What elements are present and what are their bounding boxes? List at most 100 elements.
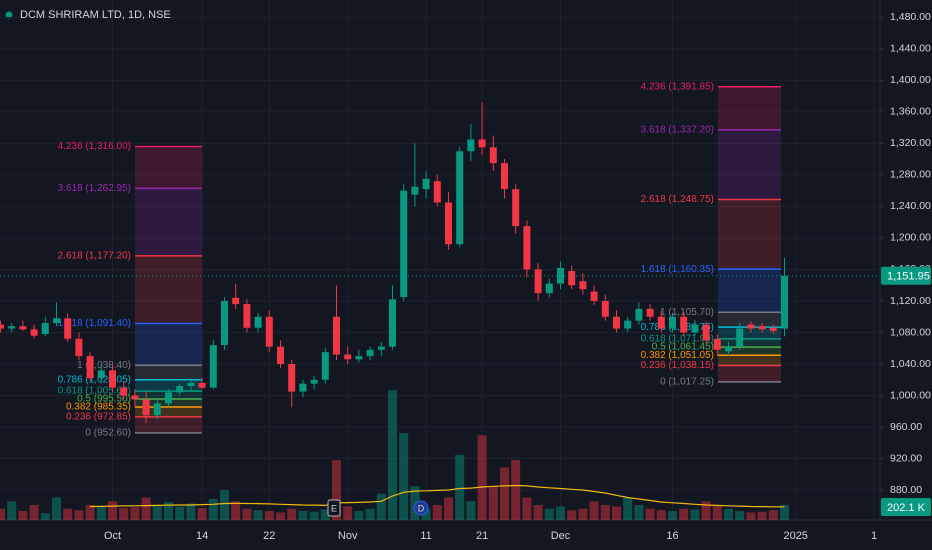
volume-bar (690, 509, 700, 520)
fib-label: 0.382 (1,051.05) (641, 350, 714, 361)
volume-bar (74, 510, 84, 520)
candle-body (624, 320, 632, 329)
candle-body (389, 299, 396, 347)
volume-bar (52, 497, 61, 520)
fib-band (135, 365, 202, 380)
y-tick-label: 960.00 (890, 421, 922, 433)
fib-label: 0.618 (1,071.90) (641, 334, 714, 345)
volume-bar (376, 493, 386, 520)
y-tick-label: 1,200.00 (890, 232, 931, 244)
fib-band (718, 355, 781, 366)
candle-body (590, 291, 598, 301)
fib-label: 0.382 (985.35) (66, 402, 131, 413)
candle-body (30, 329, 38, 336)
y-tick-label: 1,120.00 (890, 295, 931, 307)
volume-bar (242, 508, 252, 520)
y-tick-label: 920.00 (890, 452, 922, 464)
candle-body (153, 403, 161, 416)
volume-bar (432, 505, 442, 520)
candle-body (176, 386, 184, 393)
candle-body (568, 271, 576, 286)
volume-bar (253, 510, 263, 520)
volume-bar (332, 460, 341, 520)
volume-ma-line (90, 484, 785, 508)
volume-bar (533, 505, 543, 520)
candle-body (221, 300, 228, 346)
volume-bar (477, 435, 487, 520)
candle-body (333, 316, 340, 355)
volume-bar (130, 507, 140, 520)
volume-bar (119, 508, 129, 520)
volume-bar (7, 501, 17, 520)
volume-bar (757, 511, 767, 520)
candle-body (8, 326, 16, 329)
fib-band (718, 129, 781, 200)
fib-label: 1.618 (1,160.35) (641, 264, 714, 275)
x-tick-label: 22 (263, 530, 275, 542)
fib-label: 0.5 (1,061.45) (652, 342, 714, 353)
y-tick-label: 1,080.00 (890, 326, 931, 338)
volume-bar (724, 508, 733, 520)
candle-body (478, 139, 486, 148)
volume-bar (96, 506, 106, 520)
volume-bar (444, 497, 453, 520)
earnings-marker (327, 499, 341, 517)
candle-body (467, 139, 475, 152)
fib-band (718, 269, 781, 313)
volume-bar (656, 510, 666, 520)
volume-bar (152, 505, 162, 520)
candle-body (501, 163, 508, 190)
candle-body (344, 354, 352, 360)
fib-label: 0.786 (1,086.75) (641, 322, 714, 333)
volume-bar (511, 460, 521, 520)
candle-body (0, 324, 4, 329)
candle-body (680, 316, 688, 333)
candle-body (53, 318, 60, 324)
candle-body (657, 316, 665, 329)
candle-body (545, 283, 553, 294)
candle-body (64, 318, 72, 339)
candle-body (366, 349, 374, 357)
y-tick-label: 1,320.00 (890, 137, 931, 149)
volume-bar (365, 508, 375, 520)
candle-body (209, 345, 217, 388)
candle-body (489, 147, 497, 164)
fib-label: 4.236 (1,316.00) (58, 141, 131, 152)
volume-bar (712, 505, 722, 520)
last-price-box (881, 266, 931, 285)
candle-body (758, 326, 766, 330)
last-price-label: 1,151.95 (887, 271, 930, 283)
fib-band (135, 255, 202, 324)
candle-body (355, 356, 363, 360)
volume-bar (500, 467, 509, 520)
volume-bar (466, 501, 476, 520)
fib-label: 1 (1,038.40) (77, 360, 131, 371)
volume-bar (522, 497, 532, 520)
candle-body (288, 364, 296, 392)
volume-bar (399, 433, 409, 520)
fib-band (135, 416, 202, 433)
volume-bar (264, 511, 274, 520)
candle-body (187, 382, 195, 387)
x-tick-label: Dec (551, 530, 571, 542)
volume-bar (410, 486, 420, 520)
dividend-marker (413, 500, 429, 516)
candle-body (747, 324, 755, 329)
event-label: E (331, 503, 337, 513)
fib-band (135, 323, 202, 366)
candle-body (736, 328, 744, 347)
volume-bar (612, 506, 621, 520)
x-tick-label: Oct (104, 530, 121, 542)
y-tick-label: 1,480.00 (890, 11, 931, 23)
volume-bar (197, 508, 207, 520)
x-tick-label: Nov (338, 530, 358, 542)
candle-body (422, 178, 430, 190)
volume-bar (455, 454, 465, 520)
grid (0, 0, 880, 520)
volume-bar (231, 501, 241, 520)
candle-body (713, 338, 721, 350)
candle-body (120, 387, 128, 396)
candle-body (646, 308, 654, 317)
fib-label: 2.618 (1,248.75) (641, 194, 714, 205)
candle-body (232, 297, 240, 305)
